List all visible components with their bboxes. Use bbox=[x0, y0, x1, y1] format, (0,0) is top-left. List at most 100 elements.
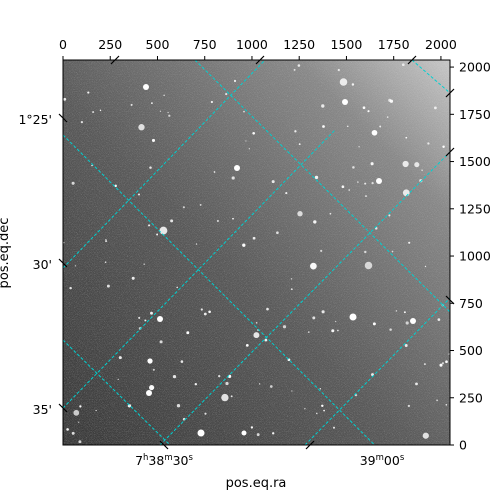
star bbox=[436, 399, 438, 402]
star bbox=[149, 166, 152, 169]
y-axis-label: pos.eq.dec bbox=[0, 218, 12, 289]
top-tick-label: 750 bbox=[193, 37, 217, 52]
dec-tick-label: 35' bbox=[33, 402, 52, 417]
star bbox=[402, 189, 410, 197]
star bbox=[149, 385, 155, 391]
star bbox=[216, 219, 219, 223]
star bbox=[322, 125, 325, 128]
star bbox=[391, 250, 394, 253]
star bbox=[362, 106, 366, 110]
star bbox=[358, 146, 360, 148]
star bbox=[314, 175, 319, 180]
grid-line bbox=[159, 151, 450, 445]
star bbox=[230, 395, 233, 398]
star bbox=[117, 378, 119, 380]
star bbox=[294, 130, 297, 133]
star bbox=[405, 136, 408, 139]
star bbox=[437, 318, 441, 321]
star bbox=[172, 374, 177, 379]
star bbox=[195, 243, 198, 245]
world-tick-mark bbox=[445, 147, 455, 157]
top-pixel-axis: 0 250 500 750 1000 1250 1500 1750 2000 bbox=[59, 37, 457, 60]
star bbox=[248, 148, 250, 150]
world-tick-mark bbox=[255, 55, 265, 65]
star bbox=[310, 262, 317, 270]
star bbox=[203, 312, 207, 316]
star bbox=[408, 241, 411, 244]
star bbox=[364, 250, 367, 254]
grid-line bbox=[411, 60, 450, 94]
star bbox=[321, 104, 325, 108]
star bbox=[213, 171, 216, 173]
star bbox=[118, 356, 122, 360]
star bbox=[422, 432, 429, 439]
bright-star bbox=[410, 318, 416, 324]
x-axis-label: pos.eq.ra bbox=[226, 476, 287, 491]
star bbox=[365, 195, 367, 198]
world-tick-mark bbox=[159, 440, 169, 450]
grid-line bbox=[63, 60, 266, 269]
star bbox=[290, 288, 293, 291]
world-tick-mark bbox=[110, 55, 120, 65]
world-tick-mark bbox=[407, 55, 417, 65]
star bbox=[434, 106, 437, 110]
dec-tick-label: 1°25' bbox=[18, 112, 52, 127]
star bbox=[69, 286, 72, 290]
star bbox=[371, 181, 374, 185]
star bbox=[78, 440, 82, 444]
star bbox=[297, 64, 301, 67]
star bbox=[357, 181, 359, 183]
star bbox=[335, 320, 337, 323]
star bbox=[105, 240, 108, 243]
bright-star bbox=[143, 84, 149, 90]
star bbox=[87, 91, 90, 94]
star bbox=[364, 261, 373, 270]
star bbox=[99, 109, 102, 112]
star bbox=[367, 110, 370, 113]
right-tick-label: 500 bbox=[459, 343, 483, 358]
star bbox=[282, 325, 287, 329]
star bbox=[352, 166, 355, 169]
star bbox=[255, 322, 258, 324]
star bbox=[395, 310, 398, 312]
right-tick-label: 1750 bbox=[459, 107, 491, 122]
world-tick-mark bbox=[305, 440, 315, 450]
star bbox=[323, 409, 325, 412]
top-tick-label: 1750 bbox=[378, 37, 410, 52]
star bbox=[331, 329, 335, 333]
star bbox=[218, 374, 221, 378]
star bbox=[401, 63, 405, 67]
star bbox=[208, 310, 211, 314]
plot-frame bbox=[62, 59, 451, 446]
star bbox=[291, 390, 293, 392]
star bbox=[405, 321, 409, 325]
star bbox=[233, 79, 237, 83]
star bbox=[204, 412, 207, 415]
ra-tick-label: 7h38m30s bbox=[135, 453, 193, 468]
star bbox=[415, 382, 418, 386]
bright-star bbox=[197, 429, 205, 437]
star bbox=[66, 428, 69, 431]
star bbox=[106, 284, 110, 288]
star bbox=[414, 162, 420, 168]
star bbox=[337, 68, 340, 72]
star bbox=[74, 265, 77, 267]
top-tick-label: 0 bbox=[59, 37, 67, 52]
star bbox=[441, 362, 444, 365]
star bbox=[143, 263, 145, 265]
grid-line bbox=[304, 297, 450, 445]
star bbox=[225, 381, 229, 386]
star bbox=[389, 99, 394, 103]
star bbox=[148, 224, 151, 227]
star bbox=[71, 431, 75, 435]
star bbox=[337, 329, 339, 332]
star bbox=[182, 206, 185, 209]
star bbox=[167, 111, 169, 114]
star bbox=[252, 236, 256, 240]
bright-star bbox=[241, 430, 247, 436]
star bbox=[256, 433, 260, 437]
star bbox=[404, 344, 408, 347]
star bbox=[159, 340, 163, 344]
star bbox=[379, 125, 382, 128]
star bbox=[321, 310, 325, 314]
